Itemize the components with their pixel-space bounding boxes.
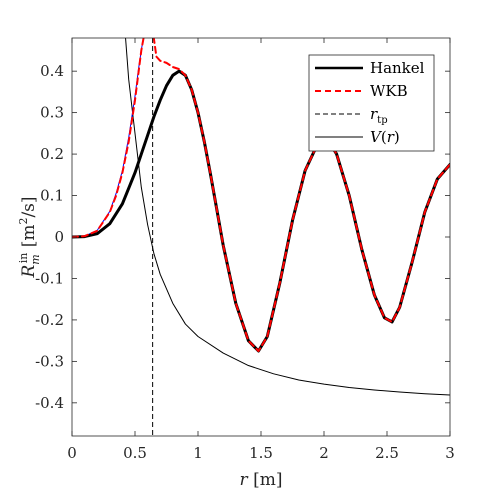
x-tick-label: 3 — [445, 444, 455, 462]
y-tick-label: -0.3 — [35, 352, 64, 370]
legend-label-v: V(r) — [370, 128, 400, 146]
y-axis-label: Rmin [m2/s] — [17, 196, 42, 278]
legend-label-hankel: Hankel — [370, 59, 425, 77]
legend: Hankel WKB rtp V(r) — [308, 54, 435, 152]
y-tick-label: 0.3 — [40, 104, 64, 122]
y-tick-label: 0.1 — [40, 187, 64, 205]
legend-box — [308, 54, 435, 152]
series-line-wkb — [72, 38, 450, 353]
legend-label-wkb: WKB — [370, 82, 408, 100]
y-tick-label: 0.2 — [40, 145, 64, 163]
y-tick-label: 0.4 — [40, 62, 64, 80]
series-layer — [72, 38, 450, 436]
x-tick-label: 2 — [319, 444, 329, 462]
series-line-v-r — [125, 38, 450, 396]
x-tick-label: 2.5 — [375, 444, 399, 462]
x-tick-label: 1 — [193, 444, 203, 462]
y-tick-label: 0 — [54, 228, 64, 246]
legend-label-rtp: rtp — [370, 105, 388, 126]
y-tick-label: -0.2 — [35, 311, 64, 329]
y-tick-label: -0.1 — [35, 269, 64, 287]
y-tick-label: -0.4 — [35, 394, 64, 412]
x-axis-label: r [m] — [240, 470, 283, 490]
x-tick-label: 0.5 — [123, 444, 147, 462]
ticks-layer: 0 0.5 1 1.5 2 2.5 3 0.4 0.3 0.2 0.1 0 -0.1 -0.2 -0.3 -0… — [35, 38, 455, 462]
x-tick-label: 0 — [67, 444, 77, 462]
x-tick-label: 1.5 — [249, 444, 273, 462]
